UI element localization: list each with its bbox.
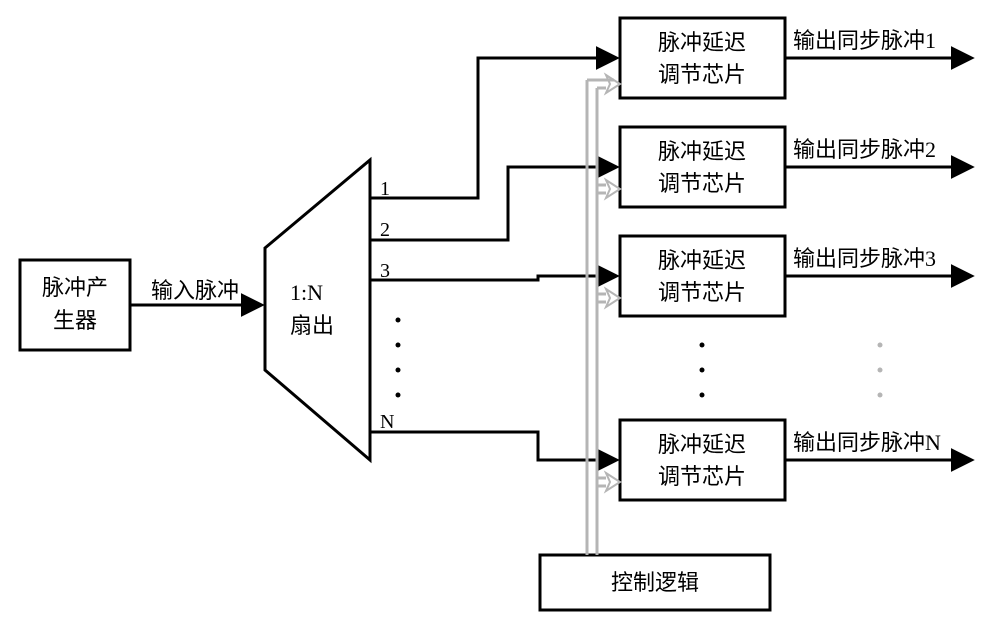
- pulse-generator-text2: 生器: [53, 308, 97, 333]
- chip-3-t1: 脉冲延迟: [658, 248, 746, 273]
- out-1-label: 输出同步脉冲1: [793, 28, 936, 53]
- chip-1-t1: 脉冲延迟: [658, 30, 746, 55]
- port-2: 2: [380, 219, 390, 241]
- port-n: N: [380, 411, 394, 433]
- pulse-generator-box: [20, 260, 130, 350]
- chip-n-t2: 调节芯片: [658, 464, 746, 489]
- dots-right-3: [700, 393, 705, 398]
- dots-right-2: [700, 368, 705, 373]
- chip-1-t2: 调节芯片: [658, 62, 746, 87]
- bus-arrow-1: [606, 75, 620, 93]
- bus-arrow-2: [606, 180, 620, 198]
- bus-arrow-n: [606, 473, 620, 491]
- chip-2-t1: 脉冲延迟: [658, 139, 746, 164]
- chip-3-t2: 调节芯片: [658, 280, 746, 305]
- pulse-generator-text1: 脉冲产: [42, 275, 108, 300]
- fanout-trapezoid: [265, 160, 370, 460]
- dots-out-2: [878, 368, 883, 373]
- dots-left-4: [396, 393, 401, 398]
- out-2-label: 输出同步脉冲2: [793, 137, 936, 162]
- dots-left-3: [396, 368, 401, 373]
- control-logic-text: 控制逻辑: [611, 570, 699, 595]
- bus-arrow-3: [606, 289, 620, 307]
- fanout-line-3: [370, 276, 615, 280]
- fanout-text1: 1:N: [290, 280, 323, 305]
- fanout-line-2: [370, 167, 615, 240]
- chip-2-t2: 调节芯片: [658, 171, 746, 196]
- fanout-line-n: [370, 432, 615, 460]
- fanout-text2: 扇出: [290, 313, 334, 338]
- chip-n-t1: 脉冲延迟: [658, 432, 746, 457]
- input-label: 输入脉冲: [151, 278, 239, 303]
- fanout-line-1: [370, 58, 615, 198]
- out-3-label: 输出同步脉冲3: [793, 246, 936, 271]
- dots-out-1: [878, 343, 883, 348]
- dots-left-1: [396, 318, 401, 323]
- dots-right-1: [700, 343, 705, 348]
- dots-out-3: [878, 393, 883, 398]
- dots-left-2: [396, 343, 401, 348]
- out-n-label: 输出同步脉冲N: [793, 430, 941, 455]
